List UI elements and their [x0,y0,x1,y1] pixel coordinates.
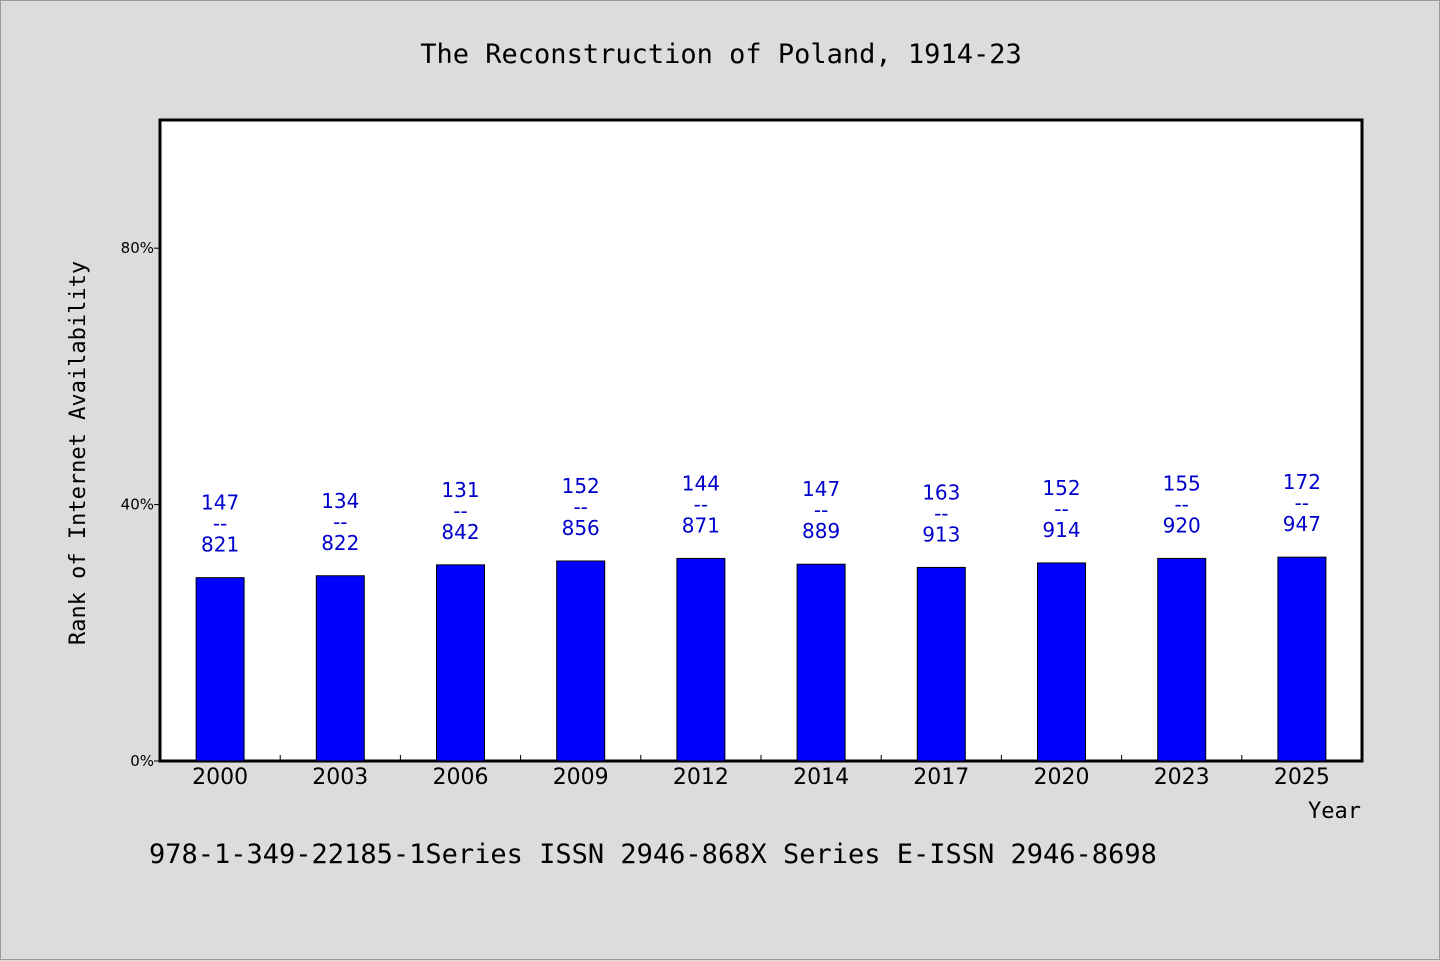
data-label-2025-line-3: 947 [1283,512,1321,536]
bar-2009 [556,560,606,762]
x-tick-label-2006: 2006 [433,765,489,790]
x-tick-label-2009: 2009 [553,765,609,790]
data-label-2012-line-3: 871 [682,513,720,537]
x-axis: 2000 2003 2006 2009 2012 2014 2017 2020 2023 2025 [192,755,1330,790]
data-label-2017-line-1: 163 [922,480,960,504]
x-tick-label-2012: 2012 [673,765,729,790]
data-labels-layer: 147--821134--822131--842152--856144--871… [201,470,1321,557]
data-label-2023-line-1: 155 [1163,471,1201,495]
bar-2017 [916,566,966,762]
data-label-2006-line-2: -- [453,499,467,523]
bar-2014 [796,563,846,762]
data-label-2006-line-3: 842 [441,520,479,544]
data-label-2017-line-2: -- [934,501,948,525]
x-tick-label-2020: 2020 [1034,765,1090,790]
data-label-2020-line-1: 152 [1042,476,1080,500]
data-label-2009-line-2: -- [573,495,587,519]
data-label-2003-line-3: 822 [321,531,359,555]
bars-layer [195,556,1327,762]
x-axis-label: Year [1308,799,1361,824]
data-label-2012-line-2: -- [694,492,708,516]
data-label-2014-line-1: 147 [802,477,840,501]
data-label-2020-line-3: 914 [1042,518,1080,542]
bar-2000 [195,577,245,762]
data-label-2025-line-2: -- [1295,491,1309,515]
x-tick-label-2023: 2023 [1154,765,1210,790]
data-label-2000-line-3: 821 [201,533,239,557]
data-label-2000-line-2: -- [213,512,227,536]
x-tick-label-2000: 2000 [192,765,248,790]
y-axis: 0% 40% 80% [121,239,160,770]
data-label-2003-line-2: -- [333,510,347,534]
data-label-2003-line-1: 134 [321,489,359,513]
x-tick-label-2003: 2003 [312,765,368,790]
data-label-2014-line-3: 889 [802,519,840,543]
x-tick-label-2017: 2017 [913,765,969,790]
y-tick-label-80: 80% [121,239,154,257]
data-label-2009-line-1: 152 [562,474,600,498]
bar-2003 [315,575,365,762]
data-label-2009-line-3: 856 [562,516,600,540]
data-label-2023-line-2: -- [1174,492,1188,516]
data-label-2017-line-3: 913 [922,522,960,546]
footer-isbn-text: 978-1-349-22185-1Series ISSN 2946-868X S… [149,839,1157,870]
bar-2006 [436,564,485,762]
chart-title: The Reconstruction of Poland, 1914-23 [420,39,1021,70]
data-label-2000-line-1: 147 [201,491,239,515]
y-tick-label-0: 0% [130,752,154,770]
bar-2023 [1157,557,1207,762]
data-label-2014-line-2: -- [814,498,828,522]
data-label-2012-line-1: 144 [682,471,720,495]
x-tick-label-2025: 2025 [1274,765,1330,790]
data-label-2023-line-3: 920 [1163,513,1201,537]
bar-2025 [1277,556,1327,762]
y-tick-label-40: 40% [121,496,154,514]
data-label-2006-line-1: 131 [441,478,479,502]
bar-2020 [1037,562,1086,762]
data-label-2025-line-1: 172 [1283,470,1321,494]
y-axis-label: Rank of Internet Availability [66,261,91,645]
bar-2012 [676,557,726,762]
data-label-2020-line-2: -- [1054,497,1068,521]
x-tick-label-2014: 2014 [793,765,849,790]
